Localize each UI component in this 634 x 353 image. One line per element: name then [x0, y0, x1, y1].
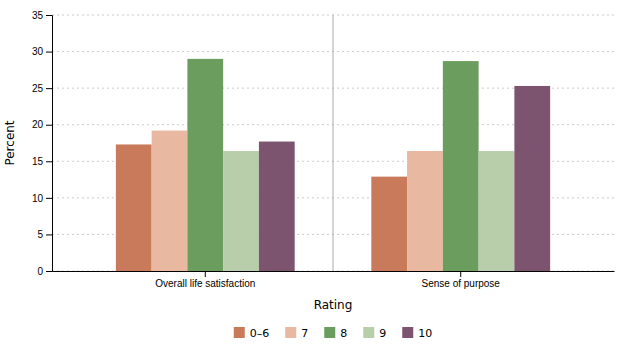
- legend: 0–6 7 8 9 10: [234, 327, 433, 340]
- axis-line: [53, 271, 615, 272]
- legend-swatch: [285, 327, 296, 338]
- tick: 25: [32, 83, 52, 94]
- tick: 10: [32, 193, 52, 204]
- bar: [371, 177, 407, 271]
- tick: 0: [37, 266, 52, 277]
- tick-mark: [46, 161, 52, 162]
- x-axis-title: Rating: [314, 298, 353, 312]
- legend-label: 8: [340, 327, 347, 340]
- tick-mark: [46, 234, 52, 235]
- bar: [479, 151, 515, 271]
- marks: [116, 15, 550, 271]
- legend-item: 0–6: [234, 327, 270, 340]
- legend-label: 10: [418, 327, 432, 340]
- legend-swatch: [324, 327, 335, 338]
- bar: [223, 151, 259, 271]
- tick: 15: [32, 156, 52, 167]
- tick-mark: [205, 271, 206, 277]
- tick: 5: [37, 229, 52, 240]
- tick-label: 30: [32, 46, 44, 57]
- grid: [52, 15, 614, 271]
- tick-label: 20: [32, 119, 44, 130]
- y-axis: 0 5 10 15 20 25 30 35: [32, 10, 53, 277]
- tick: Overall life satisfaction: [155, 271, 255, 289]
- legend-item: 10: [402, 327, 432, 340]
- bar: [514, 86, 550, 271]
- bar: [259, 142, 295, 271]
- tick-mark: [46, 52, 52, 53]
- tick-mark: [46, 198, 52, 199]
- legend-item: 9: [363, 327, 386, 340]
- bar: [407, 151, 443, 271]
- x-axis: Overall life satisfaction Sense of purpos…: [53, 271, 615, 289]
- bar: [187, 59, 223, 271]
- legend-label: 7: [301, 327, 308, 340]
- axis-line: [46, 16, 53, 272]
- tick-mark: [46, 271, 52, 272]
- bar: [152, 131, 188, 271]
- chart: 0 5 10 15 20 25 30 35 Overall life satisfaction S…: [0, 0, 634, 353]
- tick-label: Overall life satisfaction: [155, 278, 255, 289]
- tick-label: Sense of purpose: [422, 278, 501, 289]
- series: [259, 86, 550, 271]
- y-axis-title: Percent: [3, 120, 17, 165]
- tick: 20: [32, 119, 52, 130]
- tick-mark: [46, 15, 52, 16]
- legend-swatch: [402, 327, 413, 338]
- tick-label: 35: [32, 10, 44, 21]
- tick: 30: [32, 46, 52, 57]
- bar: [443, 61, 479, 271]
- tick-label: 25: [32, 83, 44, 94]
- legend-item: 8: [324, 327, 347, 340]
- tick-label: 0: [37, 266, 43, 277]
- tick-label: 5: [37, 229, 43, 240]
- plot: 0 5 10 15 20 25 30 35 Overall life satisfaction S…: [3, 10, 615, 312]
- tick-mark: [46, 125, 52, 126]
- legend-item: 7: [285, 327, 308, 340]
- legend-swatch: [234, 327, 245, 338]
- tick-label: 10: [32, 193, 44, 204]
- group-separator: [333, 15, 334, 271]
- tick: Sense of purpose: [422, 271, 501, 289]
- tick-mark: [46, 88, 52, 89]
- legend-swatch: [363, 327, 374, 338]
- legend-label: 9: [379, 327, 386, 340]
- bar: [116, 144, 152, 271]
- legend-label: 0–6: [250, 327, 270, 340]
- tick: 35: [32, 10, 52, 21]
- tick-label: 15: [32, 156, 44, 167]
- series: [187, 59, 478, 271]
- tick-mark: [460, 271, 461, 277]
